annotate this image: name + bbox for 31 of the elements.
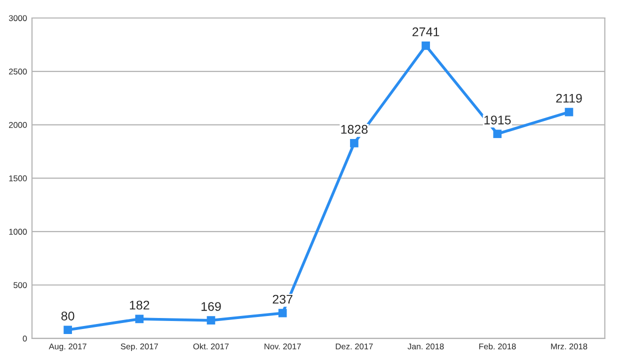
data-label: 182 (130, 300, 150, 310)
x-tick-label: Okt. 2017 (193, 343, 229, 350)
data-label: 80 (61, 312, 74, 320)
point (135, 314, 144, 324)
data-label: 1828 (341, 124, 368, 134)
x-tick-label: Dez. 2017 (336, 343, 373, 350)
y-tick-label: 0 (22, 336, 27, 342)
y-tick-label: 1000 (9, 228, 27, 235)
y-tick-label: 1500 (9, 175, 27, 182)
data-label: 2741 (412, 27, 440, 36)
x-tick-label: Aug. 2017 (48, 343, 86, 352)
point (64, 326, 72, 334)
point (422, 41, 430, 50)
data-label: 237 (272, 294, 292, 304)
x-tick-label: Nov. 2017 (264, 343, 301, 350)
point (278, 308, 287, 318)
y-tick-label: 2000 (9, 122, 27, 128)
y-tick-label: 2500 (9, 68, 27, 74)
y-tick-label: 500 (14, 282, 27, 288)
point (493, 130, 502, 138)
x-tick-label: Jan. 2018 (408, 343, 444, 350)
point (206, 316, 216, 325)
data-label: 1915 (484, 116, 511, 124)
point (564, 108, 574, 116)
data-label: 2119 (556, 94, 582, 103)
x-tick-label: Sep. 2017 (120, 343, 158, 352)
point (350, 139, 358, 148)
x-tick-label: Feb. 2018 (479, 343, 516, 350)
data-label: 169 (202, 302, 221, 311)
y-tick-label: 3000 (8, 15, 27, 22)
x-tick-label: Mrz. 2018 (551, 343, 588, 350)
